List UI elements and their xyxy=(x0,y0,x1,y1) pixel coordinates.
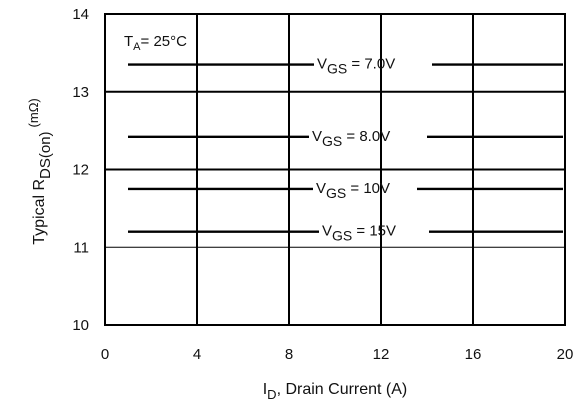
x-axis-label: ID, Drain Current (A) xyxy=(263,381,408,402)
x-tick-label: 20 xyxy=(557,346,574,363)
series-label: VGS = 8.0V xyxy=(312,128,390,149)
x-axis-label-sub: D xyxy=(267,387,276,402)
series-label-sub: GS xyxy=(327,61,347,77)
y-tick-label: 11 xyxy=(73,239,89,256)
y-tick-labels: 10 11 12 13 14 xyxy=(72,6,89,334)
y-tick-label: 10 xyxy=(72,317,89,334)
series-label-rest: = 7.0V xyxy=(347,56,395,73)
series-label-sub: GS xyxy=(326,185,346,201)
x-axis-label-main: I xyxy=(263,381,267,398)
x-tick-label: 0 xyxy=(101,346,109,363)
series-label-main: V xyxy=(317,56,327,73)
y-axis-label-main: Typical R xyxy=(31,179,48,245)
y-tick-label: 14 xyxy=(72,6,89,23)
series-label-main: V xyxy=(312,128,322,145)
plot-frame xyxy=(104,13,566,326)
x-tick-label: 16 xyxy=(465,346,482,363)
y-tick-label: 12 xyxy=(72,162,89,179)
annotation-main: T xyxy=(124,33,133,50)
annotation-sub: A xyxy=(133,41,141,53)
y-tick-label: 13 xyxy=(72,84,89,101)
y-axis-label: Typical RDS(on) (mΩ) xyxy=(26,98,54,245)
grid-lines xyxy=(105,14,565,325)
y-axis-label-sub: DS(on) xyxy=(37,131,54,179)
series-label-rest: = 8.0V xyxy=(342,128,390,145)
series-label: VGS = 10V xyxy=(316,180,390,201)
series-label-rest: = 10V xyxy=(346,180,390,197)
x-tick-labels: 0 4 8 12 16 20 xyxy=(101,346,574,363)
x-tick-label: 12 xyxy=(373,346,390,363)
temperature-annotation: TA= 25°C xyxy=(124,33,187,53)
annotation-rest: = 25°C xyxy=(141,33,188,50)
x-tick-label: 8 xyxy=(285,346,293,363)
series-label-sub: GS xyxy=(322,133,342,149)
series-label-main: V xyxy=(322,223,332,240)
series-label: VGS = 7.0V xyxy=(317,56,395,77)
x-tick-label: 4 xyxy=(193,346,201,363)
series-label-rest: = 15V xyxy=(352,223,396,240)
y-axis-label-unit: (mΩ) xyxy=(26,98,41,127)
series-label: VGS = 15V xyxy=(322,223,396,244)
series-label-main: V xyxy=(316,180,326,197)
x-axis-label-rest: , Drain Current (A) xyxy=(277,381,408,398)
series-label-sub: GS xyxy=(332,228,352,244)
